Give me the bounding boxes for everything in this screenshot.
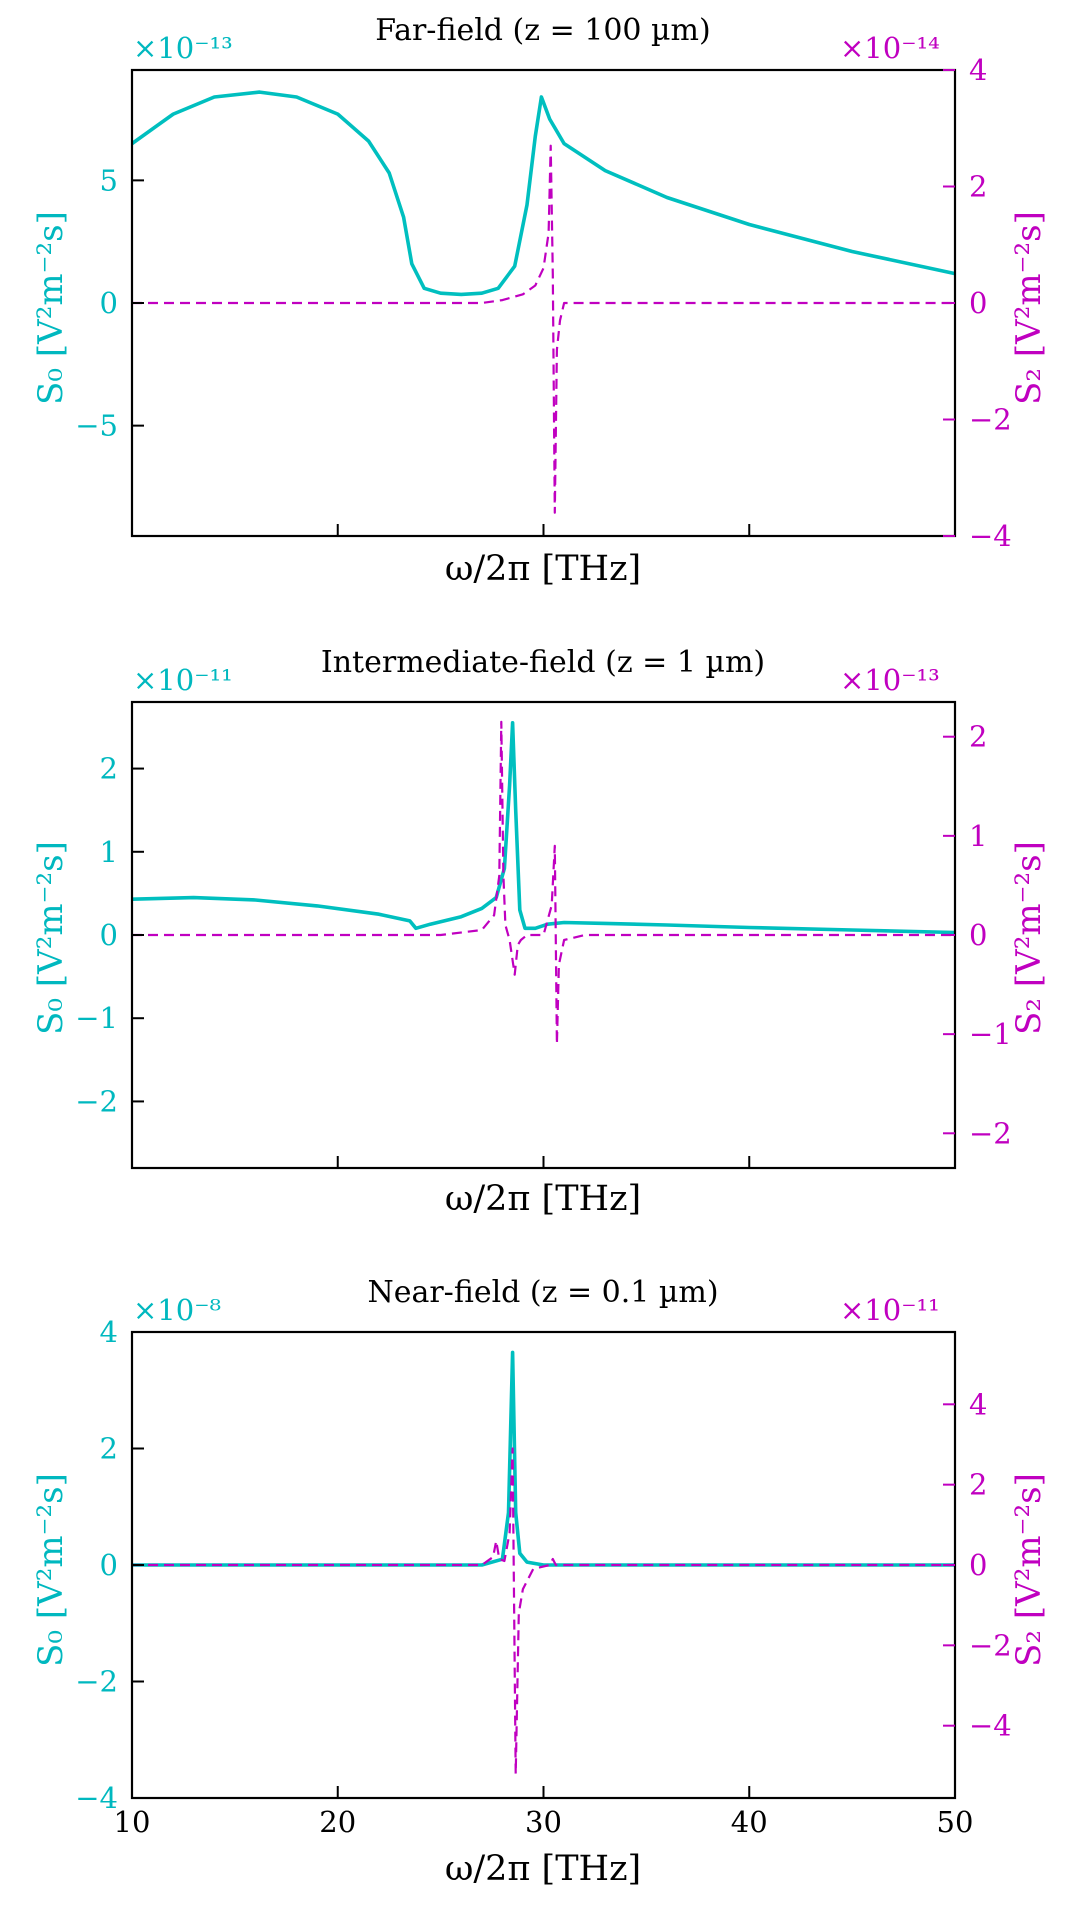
s0-series-line	[132, 1350, 955, 1567]
left-tick-label: 2	[100, 752, 118, 786]
left-tick-label: −2	[75, 1084, 118, 1118]
right-tick-label: 2	[969, 1468, 987, 1502]
s0-series-line	[131, 720, 956, 935]
right-tick-label: 1	[969, 819, 987, 853]
plot-area: −4 −2 0 2 4 −4 −2 0 2 4 10 20 30 40 50	[75, 1315, 1012, 1839]
left-axis-label: S₀ [V²m⁻²s]	[31, 841, 71, 1035]
right-tick-label: 0	[969, 286, 987, 320]
panel-title: Intermediate-field (z = 1 µm)	[321, 645, 765, 680]
s2-series-line	[132, 1447, 955, 1776]
right-tick-label: 0	[969, 918, 987, 952]
right-exponent-label: ×10⁻¹¹	[840, 1293, 940, 1327]
left-tick-label: 0	[100, 286, 118, 320]
left-exponent-label: ×10⁻⁸	[133, 1293, 221, 1327]
right-tick-label: −2	[969, 1628, 1012, 1662]
right-tick-label: −4	[969, 1709, 1012, 1743]
left-tick-label: −1	[75, 1001, 118, 1035]
left-exponent-label: ×10⁻¹¹	[133, 663, 233, 697]
left-tick-label: 5	[100, 163, 118, 197]
left-tick-label: −2	[75, 1665, 118, 1699]
x-tick-label: 50	[937, 1805, 974, 1839]
right-tick-label: 2	[969, 170, 987, 204]
left-tick-label: 4	[100, 1315, 118, 1349]
right-tick-label: −2	[969, 403, 1012, 437]
right-tick-label: 4	[969, 53, 987, 87]
left-axis-label: S₀ [V²m⁻²s]	[31, 211, 71, 405]
left-tick-label: 0	[100, 1548, 118, 1582]
right-tick-label: 4	[969, 1387, 987, 1421]
plot-area: −2 −1 0 1 2 −2 −1 0 1 2	[75, 700, 1012, 1170]
left-axis-label: S₀ [V²m⁻²s]	[31, 1473, 71, 1667]
x-axis-label: ω/2π [THz]	[445, 1179, 641, 1219]
panel-intermediate-field: Intermediate-field (z = 1 µm) ×10⁻¹¹ ×10…	[31, 645, 1049, 1219]
right-tick-label: 2	[969, 720, 987, 754]
s2-series-line	[132, 144, 955, 514]
right-tick-label: 0	[969, 1548, 987, 1582]
right-axis-label: S₂ [V²m⁻²s]	[1009, 841, 1049, 1035]
right-tick-label: −2	[969, 1116, 1012, 1150]
left-tick-label: −5	[75, 409, 118, 443]
x-tick-label: 40	[731, 1805, 768, 1839]
s0-series-line	[130, 90, 956, 297]
left-tick-label: −4	[75, 1781, 118, 1815]
right-axis-label: S₂ [V²m⁻²s]	[1009, 1473, 1049, 1667]
x-tick-label: 10	[114, 1805, 151, 1839]
s2-series-line	[132, 720, 955, 1046]
right-exponent-label: ×10⁻¹³	[840, 663, 940, 697]
plot-area: −5 0 5 −4 −2 0 2 4	[75, 53, 1012, 553]
panel-title: Near-field (z = 0.1 µm)	[367, 1275, 718, 1310]
panel-far-field: Far-field (z = 100 µm) ×10⁻¹³ ×10⁻¹⁴ S₀ …	[31, 13, 1049, 589]
panel-title: Far-field (z = 100 µm)	[375, 13, 710, 48]
x-axis-label: ω/2π [THz]	[445, 1849, 641, 1889]
left-exponent-label: ×10⁻¹³	[133, 31, 233, 65]
right-exponent-label: ×10⁻¹⁴	[840, 31, 940, 65]
left-tick-label: 0	[100, 918, 118, 952]
left-tick-label: 1	[100, 835, 118, 869]
panel-near-field: Near-field (z = 0.1 µm) ×10⁻⁸ ×10⁻¹¹ S₀ …	[31, 1275, 1049, 1889]
x-tick-label: 30	[525, 1805, 562, 1839]
left-tick-label: 2	[100, 1432, 118, 1466]
right-tick-label: −4	[969, 519, 1012, 553]
x-axis-label: ω/2π [THz]	[445, 549, 641, 589]
right-axis-label: S₂ [V²m⁻²s]	[1009, 211, 1049, 405]
right-tick-label: −1	[969, 1017, 1012, 1051]
x-tick-label: 20	[319, 1805, 356, 1839]
